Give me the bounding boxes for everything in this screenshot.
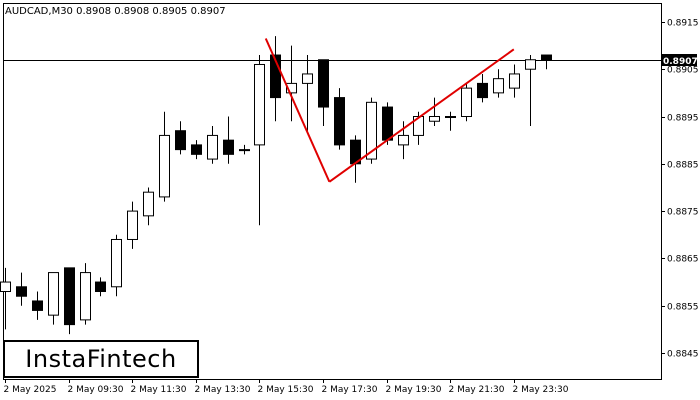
candle: [493, 69, 504, 98]
y-tick-label: 0.8855: [667, 303, 699, 313]
candle-body-bull: [445, 116, 456, 119]
candle: [95, 277, 106, 297]
candle-body-bull: [159, 134, 170, 198]
candle-body-bull: [239, 149, 250, 152]
candle-body-bear: [270, 54, 281, 99]
candle-body-bull: [143, 191, 154, 217]
candle-body-bear: [477, 82, 488, 99]
last-price-tag-bg: [661, 54, 697, 66]
pattern-line: [264, 38, 331, 183]
pattern-lines: [264, 38, 515, 183]
candle-body-bear: [334, 97, 345, 146]
candle: [509, 64, 520, 98]
x-tick-label: 2 May 09:30: [68, 385, 124, 395]
y-axis-ticks: 0.8915 0.8905 0.8895 0.8885 0.8875 0.8865 0.88…: [661, 19, 699, 360]
candle-body-bull: [207, 134, 218, 160]
candle: [318, 59, 329, 126]
candle: [302, 55, 313, 131]
candle-body-bull: [413, 116, 424, 136]
last-price-tag-text: 0.8907: [663, 57, 698, 67]
y-tick-label: 0.8875: [667, 208, 699, 218]
candle: [143, 187, 154, 226]
candle: [541, 54, 552, 70]
candle: [207, 125, 218, 164]
candles: [0, 36, 552, 335]
candle: [334, 88, 345, 150]
y-tick-label: 0.8865: [667, 255, 699, 265]
candle-body-bear: [64, 267, 75, 326]
y-tick-label: 0.8845: [667, 350, 699, 360]
candle-body-bear: [223, 139, 234, 155]
pattern-line: [328, 48, 515, 183]
candle: [254, 55, 265, 226]
x-tick-label: 2 May 21:30: [449, 385, 505, 395]
x-axis-ticks: 2 May 2025 2 May 09:30 2 May 11:30 2 May 13…: [4, 379, 569, 395]
candle-body-bear: [382, 106, 393, 141]
candle: [48, 272, 59, 325]
candle: [127, 201, 138, 249]
plot-border: [3, 3, 662, 380]
candle-body-bull: [0, 281, 11, 293]
candle-body-bull: [48, 272, 59, 316]
candle: [175, 121, 186, 155]
candle-body-bear: [318, 59, 329, 108]
candle: [525, 55, 536, 126]
candle-body-bull: [286, 82, 297, 94]
candle-body-bear: [175, 130, 186, 151]
candle: [80, 263, 91, 325]
candle: [350, 135, 361, 183]
candle: [286, 45, 297, 122]
candle-body-bull: [111, 238, 122, 288]
candle-body-bear: [32, 300, 43, 311]
candle-body-bull: [254, 63, 265, 146]
candle: [223, 116, 234, 164]
candle-body-bull: [509, 73, 520, 89]
candle-body-bull: [493, 78, 504, 94]
brand-logo-text: InstaFintech: [25, 345, 177, 373]
y-tick-label: 0.8885: [667, 161, 699, 171]
candle: [429, 97, 440, 126]
candle: [191, 140, 202, 160]
candle: [111, 234, 122, 297]
candle: [159, 111, 170, 202]
candle: [461, 83, 472, 122]
candle-body-bear: [541, 54, 552, 61]
candle: [239, 144, 250, 155]
brand-logo: InstaFintech: [3, 340, 199, 378]
last-price-tag: 0.8907: [661, 54, 698, 67]
candle-body-bull: [429, 116, 440, 122]
candle-body-bull: [127, 210, 138, 240]
x-tick-label: 2 May 23:30: [513, 385, 569, 395]
candle: [477, 73, 488, 103]
candle-body-bull: [302, 73, 313, 84]
candle: [445, 111, 456, 131]
y-tick-label: 0.8895: [667, 114, 699, 124]
candle: [16, 272, 27, 306]
candle: [64, 267, 75, 335]
candle: [366, 97, 377, 164]
candle: [32, 291, 43, 320]
candle: [0, 267, 11, 330]
candle-body-bear: [95, 281, 106, 293]
x-tick-label: 2 May 17:30: [322, 385, 378, 395]
x-tick-label: 2 May 2025: [4, 385, 57, 395]
candle-body-bull: [525, 59, 536, 70]
chart-title: AUDCAD,M30 0.8908 0.8908 0.8905 0.8907: [5, 6, 226, 17]
candle-body-bull: [461, 87, 472, 118]
y-tick-label: 0.8915: [667, 19, 699, 29]
candle-body-bear: [16, 286, 27, 297]
candle-body-bear: [191, 144, 202, 155]
candle-body-bull: [80, 272, 91, 321]
candle-body-bull: [366, 101, 377, 160]
x-tick-label: 2 May 19:30: [386, 385, 442, 395]
x-tick-label: 2 May 15:30: [258, 385, 314, 395]
x-tick-label: 2 May 13:30: [195, 385, 251, 395]
candle-body-bull: [398, 134, 409, 146]
axes: [3, 3, 662, 380]
candle: [270, 36, 281, 122]
x-tick-label: 2 May 11:30: [131, 385, 187, 395]
y-tick-label: 0.8905: [667, 66, 699, 76]
